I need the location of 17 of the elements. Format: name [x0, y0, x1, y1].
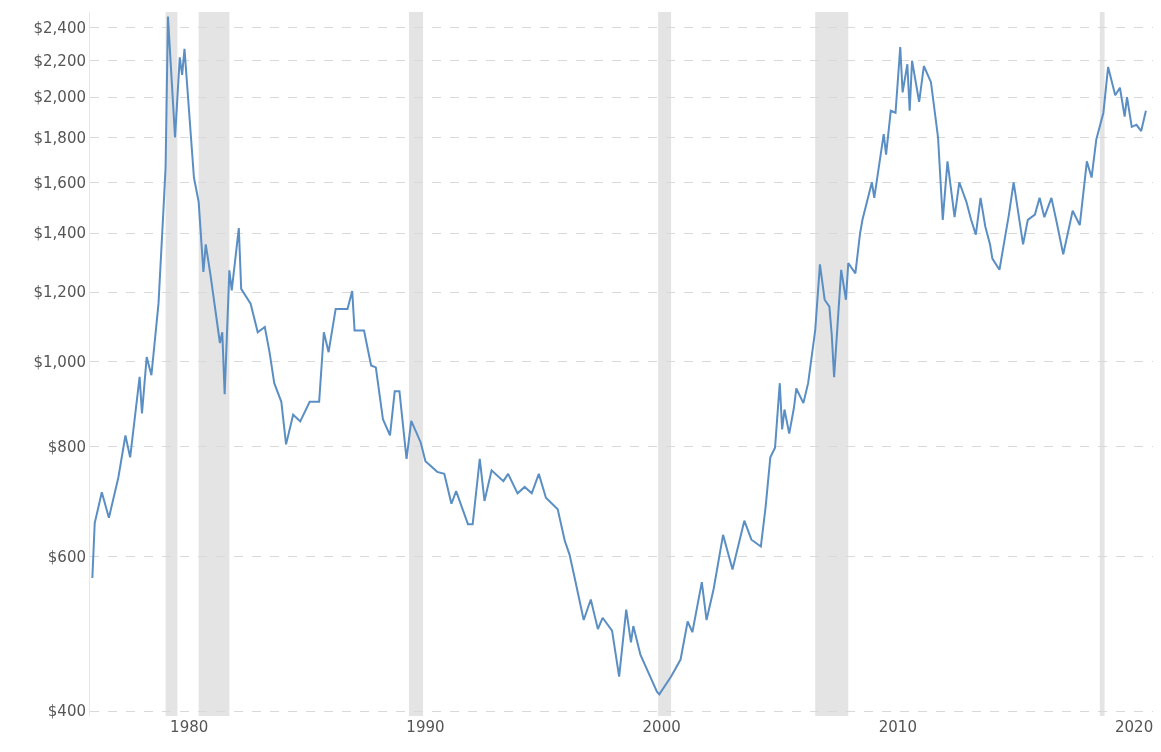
x-tick-label: 1980: [170, 718, 209, 736]
x-tick-label: 2020: [1115, 718, 1154, 736]
x-tick-label: 2000: [642, 718, 681, 736]
y-tick-label: $2,000: [33, 88, 86, 107]
y-tick-label: $1,600: [33, 173, 86, 192]
y-tick-label: $2,400: [33, 18, 86, 37]
y-tick-label: $2,200: [33, 52, 86, 71]
y-tick-label: $600: [47, 547, 86, 566]
line-series: [91, 15, 1147, 696]
y-tick-label: $1,400: [33, 224, 86, 243]
x-tick-label: 1990: [406, 718, 445, 736]
y-tick-label: $400: [47, 702, 86, 721]
y-tick-label: $1,800: [33, 128, 86, 147]
y-tick-label: $1,000: [33, 352, 86, 371]
y-tick-label: $1,200: [33, 283, 86, 302]
y-tick-label: $800: [47, 437, 86, 456]
x-tick-label: 2010: [878, 718, 917, 736]
